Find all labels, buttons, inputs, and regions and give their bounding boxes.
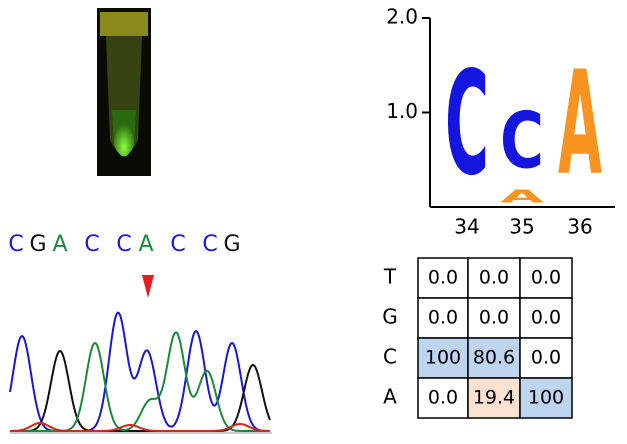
cell-value: 0.0 (428, 307, 458, 329)
logo-letter: C (500, 97, 544, 187)
row-label: C (383, 345, 397, 369)
logo-letter: C (445, 40, 489, 207)
cell-value: 80.6 (473, 347, 515, 369)
base-letter: C (84, 232, 99, 257)
cell-value: 0.0 (479, 267, 509, 289)
base-letter: C (116, 232, 131, 257)
position-label: 35 (509, 215, 534, 239)
cell-value: 0.0 (479, 307, 509, 329)
position-label: 36 (567, 215, 592, 239)
trace (10, 332, 270, 431)
arrow-marker (142, 275, 154, 298)
cell-value: 0.0 (428, 267, 458, 289)
base-letter: C (202, 232, 217, 257)
cell-value: 0.0 (428, 387, 458, 409)
base-letter: A (52, 232, 67, 257)
cell-value: 0.0 (531, 267, 561, 289)
chromatogram (10, 313, 270, 431)
cell-value: 0.0 (531, 307, 561, 329)
base-letter: A (138, 232, 153, 257)
cell-value: 100 (528, 387, 564, 409)
y-tick-label: 2.0 (386, 5, 418, 29)
position-label: 34 (454, 215, 479, 239)
cell-value: 100 (425, 347, 461, 369)
logo-letter: A (500, 186, 545, 207)
base-letter: G (29, 232, 46, 257)
row-label: A (383, 385, 397, 409)
row-label: T (383, 265, 397, 289)
row-label: G (382, 305, 398, 329)
base-letter: C (170, 232, 185, 257)
base-letter: G (223, 232, 240, 257)
y-tick-label: 1.0 (386, 99, 418, 123)
base-letter: C (8, 232, 23, 257)
logo-letter: A (558, 40, 602, 207)
tube-photo (97, 8, 151, 176)
cell-value: 19.4 (473, 387, 515, 409)
cell-value: 0.0 (531, 347, 561, 369)
